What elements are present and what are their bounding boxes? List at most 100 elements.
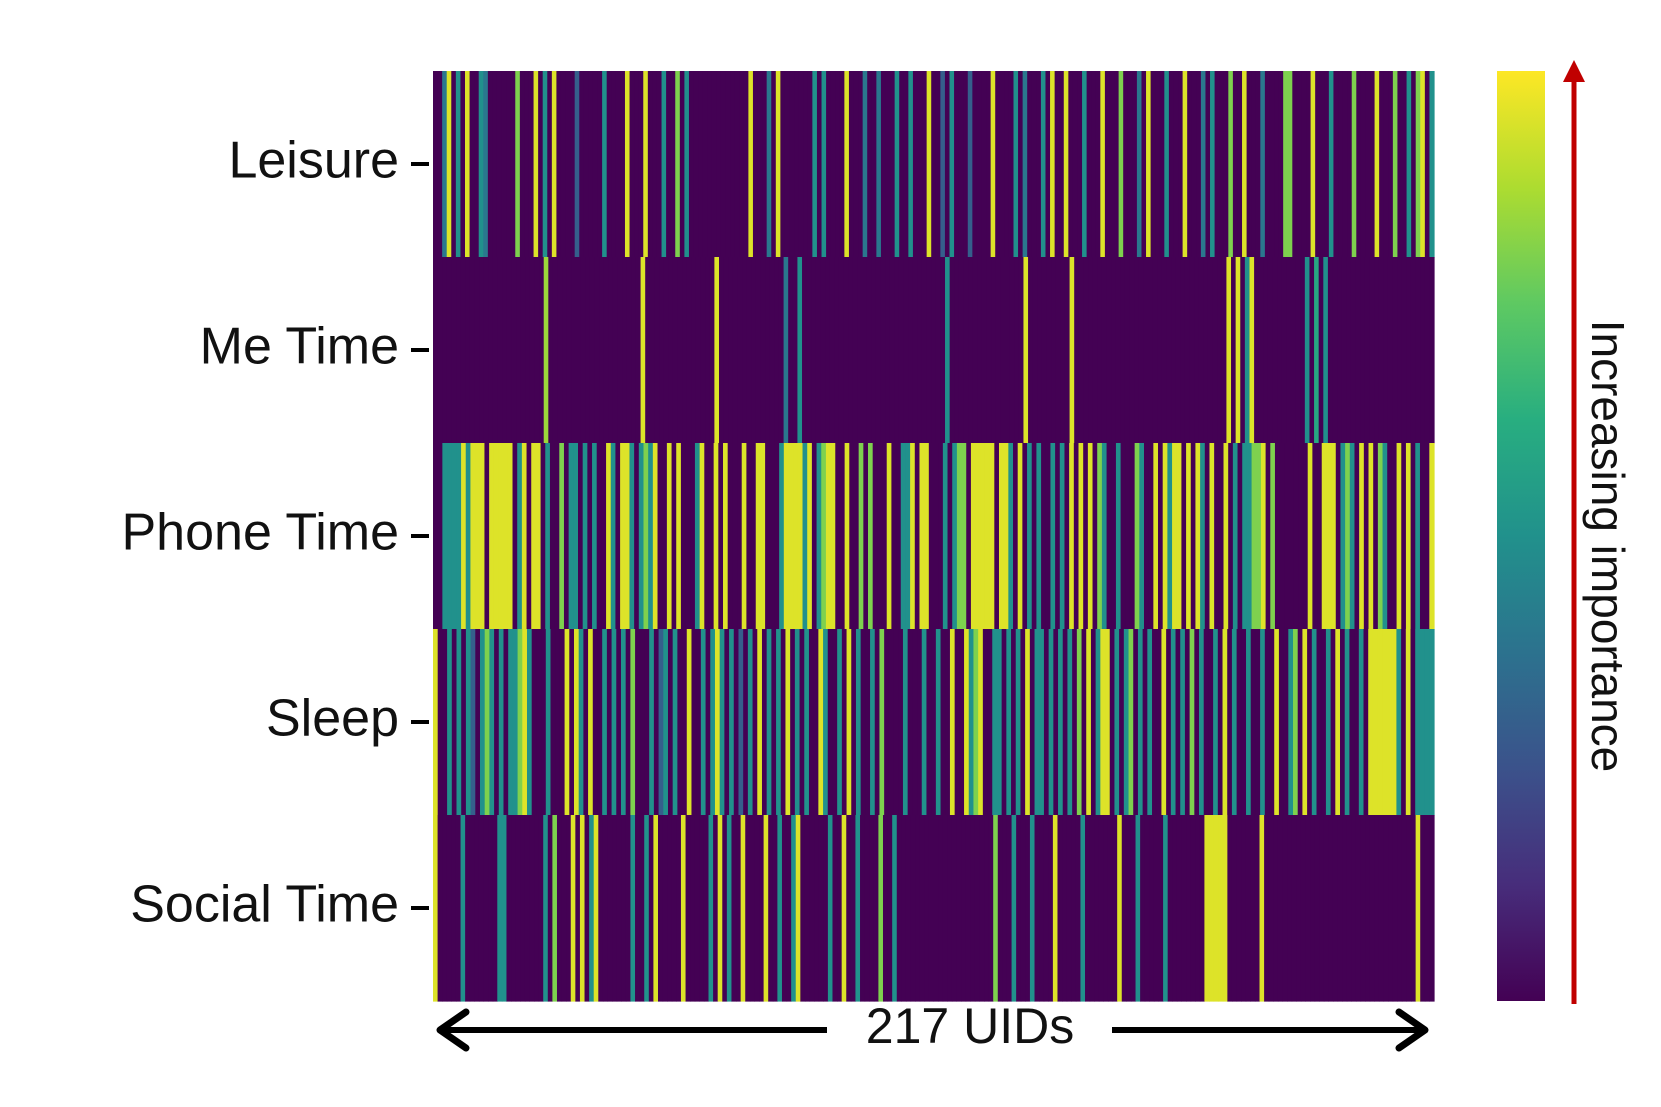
heatmap-cell [1015,629,1022,816]
heatmap-cell [933,443,939,630]
heatmap-cell [774,443,780,630]
heatmap-cell [852,257,858,444]
heatmap-cell [1092,257,1098,444]
heatmap-cell [1069,443,1075,630]
heatmap-cell [790,629,796,816]
heatmap-cell [776,629,782,816]
heatmap-cell [876,71,882,258]
heatmap-cell [460,257,466,444]
heatmap-cell [1034,629,1040,816]
heatmap-cell [649,629,655,816]
heatmap-cell [926,257,932,444]
heatmap-cell [826,71,832,258]
heatmap-cell [653,629,660,816]
heatmap-cell [832,815,838,1002]
heatmap-cell [716,71,722,258]
heatmap-cell [1351,815,1357,1002]
heatmap-cell [1029,815,1036,1002]
heatmap-cell [1429,71,1435,258]
heatmap-cell [984,815,990,1002]
heatmap-cell [629,71,635,258]
heatmap-cell [510,71,516,258]
heatmap-cell [1369,815,1375,1002]
heatmap-cell [1300,815,1307,1002]
heatmap-cell [475,443,481,630]
colorbar [1497,71,1545,1001]
heatmap-cell [838,257,845,444]
heatmap-cell [583,71,590,258]
heatmap-cell [433,443,439,630]
heatmap-cell [747,629,754,816]
heatmap-cell [492,257,499,444]
heatmap-cell [727,443,733,630]
heatmap-cell [631,257,637,444]
heatmap-cell [835,443,841,630]
heatmap-cell [1321,443,1328,630]
heatmap-cell [798,71,804,258]
heatmap-cell [1027,443,1033,630]
heatmap-cell [526,443,532,630]
heatmap-cell [870,629,876,816]
heatmap-cell [1090,629,1097,816]
heatmap-cell [1195,443,1201,630]
heatmap-cell [1263,257,1269,444]
heatmap-cell [837,629,843,816]
heatmap-cell [829,257,835,444]
heatmap-cell [731,815,737,1002]
heatmap-cell [980,443,986,630]
heatmap-cell [455,815,462,1002]
heatmap-cell [1141,71,1147,258]
heatmap-cell [956,815,962,1002]
heatmap-cell [626,257,632,444]
heatmap-cell [855,815,861,1002]
heatmap-cell [447,629,453,816]
heatmap-cell [639,629,646,816]
heatmap-cell [1095,629,1101,816]
heatmap-cell [722,815,728,1002]
heatmap-cell [451,257,457,444]
heatmap-cell [1391,629,1397,816]
heatmap-cell [643,443,649,630]
heatmap-cell [478,71,484,258]
heatmap-cell [676,815,682,1002]
heatmap-cell [878,815,884,1002]
heatmap-cell [954,71,960,258]
heatmap-cell [1260,71,1266,258]
heatmap-cell [915,815,921,1002]
heatmap-cell [469,815,475,1002]
heatmap-cell [1315,71,1321,258]
heatmap-cell [1356,71,1362,258]
heatmap-cell [1260,443,1267,630]
heatmap-cell [1083,257,1089,444]
x-arrow-right-head [1395,1008,1429,1052]
heatmap-cell [1190,443,1197,630]
heatmap-cell [1057,815,1063,1002]
heatmap-cell [1109,71,1115,258]
heatmap-cell [1228,71,1234,258]
heatmap-cell [1349,443,1356,630]
heatmap-cell [718,443,724,630]
heatmap-cell [872,443,878,630]
heatmap-cell [734,71,740,258]
heatmap-cell [968,257,974,444]
heatmap-cell [508,629,514,816]
heatmap-cell [788,443,794,630]
heatmap-cell [433,71,439,258]
heatmap-cell [639,815,645,1002]
heatmap-cell [582,443,588,630]
heatmap-cell [691,257,697,444]
heatmap-cell [738,629,744,816]
heatmap-cell [1355,257,1361,444]
heatmap-cell [1307,629,1313,816]
heatmap-cell [921,629,928,816]
heatmap-cell [512,629,519,816]
heatmap-cell [580,257,586,444]
heatmap-cell [1034,815,1040,1002]
heatmap-cell [949,71,955,258]
heatmap-cell [1058,629,1064,816]
heatmap-cell [846,629,852,816]
heatmap-cell [1420,257,1426,444]
heatmap-cell [1043,815,1049,1002]
heatmap-cell [1317,443,1323,630]
heatmap-cell [667,629,674,816]
